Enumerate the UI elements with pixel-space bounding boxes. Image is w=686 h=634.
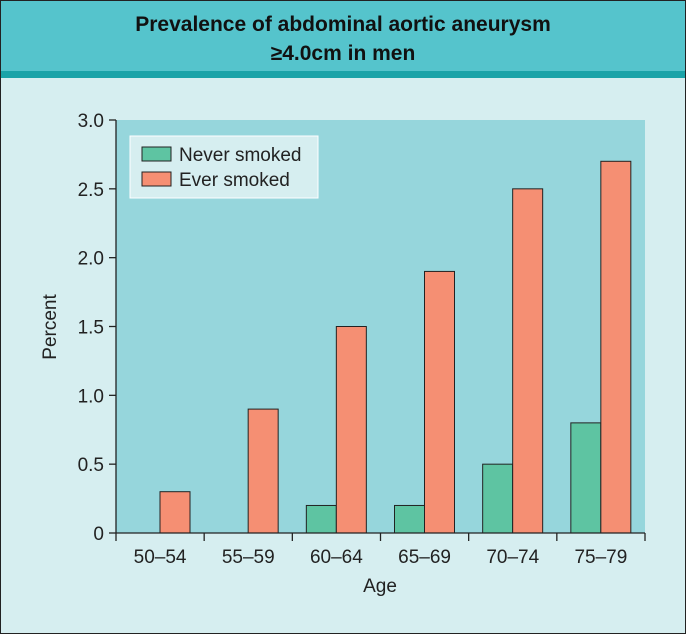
chart-title-line-2: ≥4.0cm in men: [270, 42, 416, 65]
y-ticks-group: 0 0.5 1.0 1.5 2.0 2.5 3.0: [78, 111, 116, 545]
bar-ever-smoked-55–59: [247, 408, 279, 534]
chart-title: Prevalence of abdominal aortic aneurysm …: [1, 10, 685, 68]
y-axis-label: Percent: [40, 294, 61, 360]
legend-swatch-ever-smoked: [141, 171, 172, 187]
y-tick-label-1.5: 1.5: [78, 318, 104, 339]
chart-title-line-1: Prevalence of abdominal aortic aneurysm: [135, 13, 551, 36]
bar-ever-smoked-60–64: [335, 326, 367, 534]
y-tick-label-0: 0: [93, 524, 104, 545]
x-tick-label-60–64: 60–64: [310, 547, 363, 568]
x-tick-label-55–59: 55–59: [222, 547, 275, 568]
legend: Never smoked Ever smoked: [129, 135, 319, 199]
y-tick-label-2.0: 2.0: [78, 249, 104, 270]
x-axis-label: Age: [363, 576, 397, 597]
x-tick-label-75–79: 75–79: [574, 547, 627, 568]
bar-ever-smoked-65–69: [424, 270, 455, 534]
y-tick-label-0.5: 0.5: [78, 455, 104, 476]
bar-never-smoked-60–64: [305, 504, 337, 534]
bar-ever-smoked-70–74: [512, 188, 544, 534]
legend-label-never-smoked: Never smoked: [179, 145, 302, 166]
bar-never-smoked-75–79: [570, 422, 602, 534]
title-banner: [1, 1, 685, 71]
x-tick-label-70–74: 70–74: [486, 547, 539, 568]
legend-label-ever-smoked: Ever smoked: [179, 170, 290, 191]
x-tick-label-50–54: 50–54: [134, 547, 187, 568]
y-tick-label-2.5: 2.5: [78, 180, 104, 201]
legend-box: [129, 135, 319, 199]
x-ticks-group: 50–54 55–59 60–64 65–69 70–74 75–79: [115, 533, 646, 568]
bar-ever-smoked-50–54: [159, 491, 191, 534]
bar-ever-smoked-75–79: [600, 160, 632, 534]
y-tick-label-1.0: 1.0: [78, 386, 104, 407]
bar-never-smoked-65–69: [394, 504, 425, 534]
legend-swatch-never-smoked: [141, 146, 172, 162]
x-tick-label-65–69: 65–69: [398, 547, 451, 568]
bars-group: [159, 160, 632, 534]
y-tick-label-3.0: 3.0: [78, 111, 104, 132]
bar-never-smoked-70–74: [482, 463, 514, 534]
title-banner-rule: [1, 71, 685, 78]
